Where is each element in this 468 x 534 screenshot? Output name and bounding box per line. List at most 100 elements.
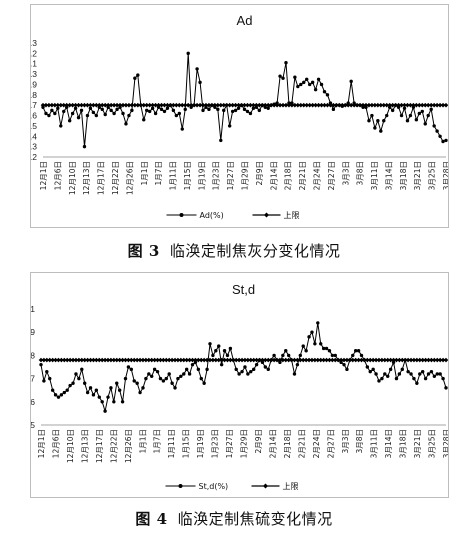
x-tick-label: 2月9日 [254,429,263,454]
limit-marker [425,102,431,108]
limit-marker [185,102,191,108]
data-point [298,353,303,358]
data-point [402,106,407,110]
data-point [429,369,434,374]
data-point [313,342,317,346]
data-point [340,104,344,108]
data-point [346,101,350,105]
data-point [70,111,75,116]
data-point [201,108,205,113]
data-point [331,107,336,112]
data-point [222,349,227,353]
data-point [182,372,186,376]
data-point [349,79,353,84]
data-point [353,349,358,353]
limit-marker [263,357,268,363]
data-point [396,105,401,109]
limit-marker [271,357,277,363]
limit-marker [206,102,212,108]
data-point [417,111,422,116]
limit-marker [414,102,419,108]
data-point [138,390,142,395]
x-tick-label: 3月14日 [384,161,393,190]
x-tick-label: 12月17日 [97,161,106,195]
limit-marker [251,102,256,108]
x-tick-label: 12月22日 [109,429,118,463]
data-point [184,367,189,372]
x-tick-label: 12月26日 [125,161,134,195]
y-tick-label: 12.3 [31,142,37,152]
data-point [225,103,229,107]
data-point [216,107,220,112]
data-point [240,369,244,374]
y-tick-label: 12.6 [31,111,37,121]
data-point [281,76,285,80]
limit-marker [49,102,55,108]
x-tick-label: 12月6日 [51,429,60,458]
data-point [225,353,230,358]
limit-marker [402,102,407,108]
limit-marker [239,357,245,363]
limit-marker [304,102,310,108]
data-point [390,108,395,113]
limit-marker [102,102,108,108]
data-point [307,335,311,339]
x-tick-label: 2月14日 [269,161,278,190]
data-point [186,51,190,56]
limit-marker [405,102,410,108]
data-point [56,395,61,399]
x-tick-label: 12月1日 [39,161,48,190]
limit-marker [85,102,90,108]
limit-marker [184,357,189,363]
limit-marker [114,102,120,108]
data-point [88,386,93,390]
legend-label-data: Ad(%) [200,211,224,220]
data-point [423,122,427,126]
data-point [199,376,203,381]
x-tick-label: 3月28日 [442,161,448,190]
limit-marker [159,102,164,108]
legend-marker-limit [264,212,269,218]
data-point [336,358,340,362]
x-tick-label: 3月21日 [413,161,422,190]
figure-caption-4: 图 4 临涣定制焦硫变化情况 [0,508,468,529]
data-point [45,369,49,374]
y-tick-label: 13.3 [31,38,37,48]
limit-marker [245,102,250,108]
data-point [337,103,342,107]
limit-marker [215,102,221,108]
x-tick-label: 2月21日 [297,429,306,458]
y-tick-label: 12.7 [31,100,37,110]
data-point [379,129,383,133]
limit-marker [99,102,105,108]
limit-marker [369,102,375,108]
x-tick-label: 3月11日 [370,429,379,458]
limit-marker [76,102,81,108]
data-point [115,381,119,385]
legend-label-data: St,d(%) [199,482,229,491]
data-point [333,353,337,358]
data-point [176,376,180,381]
limit-marker [91,102,96,108]
x-tick-label: 3月25日 [428,161,437,190]
x-tick-label: 12月26日 [124,429,133,463]
data-point [393,103,398,107]
limit-marker [197,102,203,108]
data-point [441,139,445,144]
figure-caption-3: 图 3 临涣定制焦灰分变化情况 [0,240,468,261]
data-point [305,77,309,81]
limit-marker [443,102,448,108]
data-point [367,119,371,123]
data-point [412,376,416,381]
data-point [342,362,346,367]
data-point [141,386,145,390]
limit-marker [434,102,440,108]
data-point [189,105,193,109]
limit-marker [218,102,224,108]
data-point [155,369,160,374]
data-point [254,362,259,367]
x-tick-label: 1月15日 [183,161,192,190]
x-tick-label: 12月6日 [53,161,62,190]
data-point [121,111,125,116]
data-point [415,381,419,385]
